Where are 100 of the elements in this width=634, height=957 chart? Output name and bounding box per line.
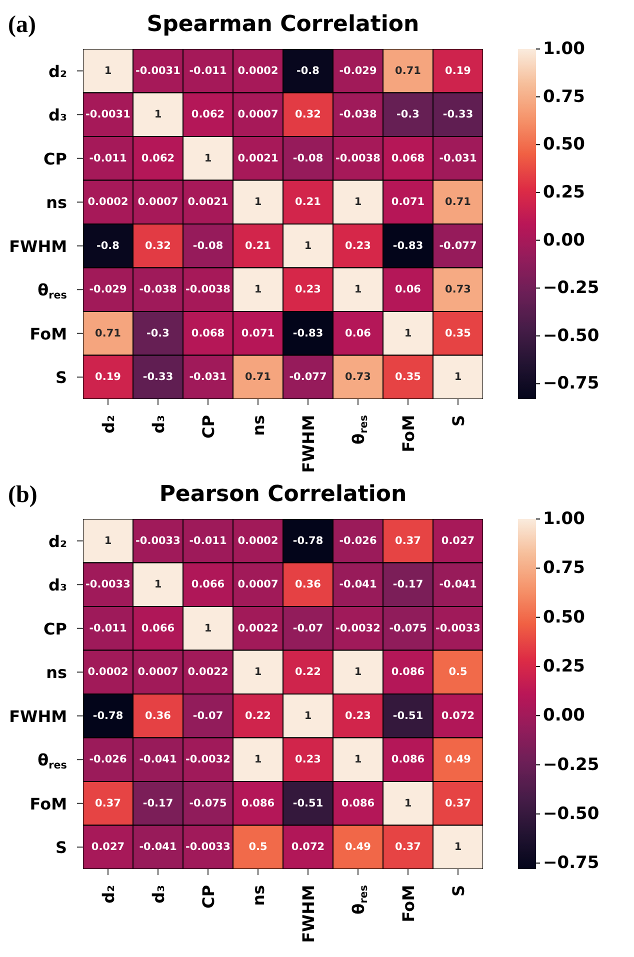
data-label: -0.029 [89,284,127,296]
x-tick-label: FoM [398,885,418,922]
data-label: 1 [154,578,162,591]
color-bar-label: 0.00 [543,230,586,250]
x-tick-label: S [448,415,468,427]
data-label: 0.0022 [188,666,228,678]
data-label: 0.23 [295,284,321,296]
data-label: -0.07 [192,710,224,722]
x-tick-label: S [448,885,468,897]
data-label: 0.0021 [238,152,278,164]
data-label: -0.33 [442,108,474,121]
data-label: 1 [354,754,362,766]
color-bar-label: 0.50 [543,134,586,155]
color-bar-label: 0.75 [543,558,585,578]
data-label: 0.0002 [238,534,278,547]
data-label: 1 [404,327,412,340]
y-tick-label: S [55,838,67,857]
color-bar-label: 0.75 [543,86,585,107]
data-label: 1 [404,797,412,810]
data-label: 1 [154,108,162,121]
y-tick-label: d₂ [48,61,67,80]
data-label: -0.07 [292,622,324,634]
data-label: 0.0007 [238,578,278,591]
data-label: 0.37 [445,797,471,810]
data-label: 0.06 [395,284,421,296]
data-label: 0.0007 [238,108,278,121]
color-bar-label: −0.25 [543,754,600,775]
x-tick-label: d₂ [98,415,118,434]
data-label: -0.038 [339,108,377,121]
y-tick-label: d₃ [48,105,67,124]
data-label: 0.5 [248,841,268,854]
text: (a) [8,12,36,39]
data-label: -0.031 [189,371,227,384]
data-label: 0.0021 [188,196,228,208]
data-label: 0.36 [295,578,321,591]
data-label: -0.0033 [436,622,480,634]
y-tick-label: CP [44,148,68,168]
x-tick-label: ns [248,415,268,436]
data-label: -0.51 [392,710,424,722]
x-tick-label: FWHM [298,415,318,473]
data-label: -0.0031 [136,64,180,77]
data-label: 0.19 [95,371,121,384]
data-label: 0.06 [345,327,371,340]
data-label: 0.5 [448,666,468,678]
y-tick-label: FWHM [9,236,67,256]
data-label: -0.031 [439,152,477,164]
data-label: -0.0033 [86,578,130,591]
data-label: 0.71 [395,64,421,77]
data-label: 1 [454,371,462,384]
color-bar-label: 1.00 [543,509,586,529]
data-label: -0.0032 [186,754,230,766]
data-label: -0.011 [89,622,127,634]
data-label: -0.075 [189,797,227,810]
data-label: 0.027 [441,534,475,547]
color-bar-label: −0.50 [543,804,600,824]
data-label: -0.3 [396,108,420,121]
data-label: 0.066 [141,622,175,634]
data-label: -0.33 [142,371,174,384]
data-label: -0.78 [292,534,324,547]
data-label: 0.19 [445,64,471,77]
data-label: 1 [354,284,362,296]
data-label: 1 [104,534,112,547]
data-label: 0.22 [295,666,321,678]
y-tick-label: FWHM [9,706,67,726]
data-label: 0.027 [91,841,125,854]
data-label: -0.0032 [336,622,380,634]
data-label: -0.077 [289,371,327,384]
data-label: 1 [454,841,462,854]
data-label: 0.0007 [138,196,178,208]
y-tick-label: CP [44,618,68,638]
x-tick-label: d₃ [148,415,168,434]
data-label: -0.026 [339,534,377,547]
x-tick-label: d₂ [98,885,118,904]
data-label: 0.062 [141,152,175,164]
data-label: 1 [304,710,312,722]
data-label: 1 [304,240,312,252]
x-tick-label: CP [198,884,218,908]
y-tick-label: d₃ [48,575,67,594]
data-label: 0.086 [241,797,275,810]
text: (b) [8,482,38,509]
data-label: 0.23 [345,240,371,252]
data-label: 0.066 [191,578,225,591]
x-tick-label: FoM [398,415,418,452]
data-label: -0.17 [392,578,424,591]
data-label: -0.0031 [86,108,130,121]
data-label: -0.0033 [136,534,180,547]
data-label: 1 [254,754,262,766]
data-label: 0.37 [95,797,121,810]
data-label: 0.35 [445,327,471,340]
y-tick-label: θ$_{res}$ [38,280,67,302]
data-label: 0.73 [345,371,371,384]
data-label: 0.0007 [138,666,178,678]
data-label: 0.32 [145,240,171,252]
y-tick-label: S [55,368,67,387]
data-label: 0.37 [395,841,421,854]
data-label: 0.21 [245,240,271,252]
data-label: 0.35 [395,371,421,384]
data-label: 0.0002 [88,196,128,208]
data-label: -0.041 [139,754,177,766]
color-bar-label: −0.75 [543,853,600,874]
